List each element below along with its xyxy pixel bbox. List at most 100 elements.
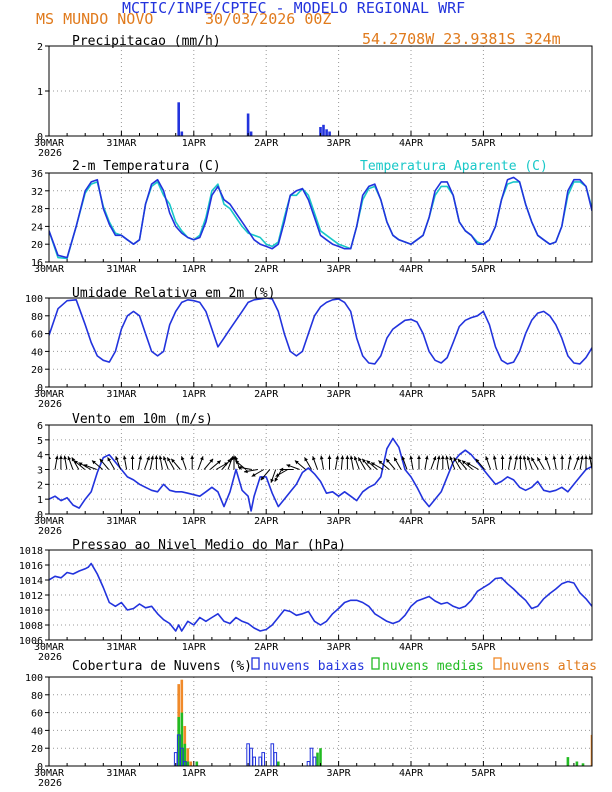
precip-panel: Precipitacao (mm/h) 0 1 2 30MAR 31MAR 1APR 2APR…: [34, 34, 593, 159]
wind-arrow: [440, 455, 445, 470]
pressure-panel: Pressao ao Nivel Medio do Mar (hPa) 1006 1…: [19, 538, 593, 663]
clouds-bar: [183, 761, 187, 766]
y-tick-label: 0: [37, 383, 43, 394]
x-tick-label: 3APR: [327, 138, 352, 149]
precip-panel-title: Precipitacao (mm/h): [72, 34, 221, 49]
clouds-bar: [270, 743, 275, 766]
rh-frame: [48, 297, 593, 388]
wind-arrow-head: [158, 455, 163, 460]
wind-arrow: [378, 460, 390, 470]
y-tick-label: 20: [31, 240, 43, 251]
wind-arrow-head: [560, 455, 565, 459]
wind-arrow: [221, 458, 232, 470]
y-tick-label: 2: [37, 42, 43, 53]
wind-arrow: [99, 458, 110, 470]
location-label: MS MUNDO NOVO: [36, 10, 153, 28]
x-tick-label: 2APR: [254, 516, 279, 527]
wind-arrow-head: [457, 458, 462, 463]
wind-arrow: [385, 458, 396, 470]
precip-bar: [319, 127, 322, 136]
y-tick-label: 0: [37, 132, 43, 143]
coordinates-label: 54.2708W 23.9381S 324m: [362, 30, 561, 48]
y-tick-label: 3: [37, 466, 43, 477]
wind-arrow-head: [500, 455, 505, 459]
wind-arrow-head: [235, 460, 240, 465]
wind-arrow: [130, 455, 135, 470]
wind-arrow: [409, 455, 414, 470]
wind-arrow: [170, 458, 181, 470]
wind-arrow: [334, 455, 340, 470]
precip-bar: [322, 124, 325, 136]
wind-arrow-head: [171, 458, 175, 463]
wind-arrow-head: [485, 456, 489, 461]
x-tick-label: 2APR: [254, 642, 279, 653]
wind-arrow-head: [518, 455, 523, 459]
x-tick-label: 2APR: [254, 264, 279, 275]
wind-arrow: [449, 456, 456, 470]
wind-arrow-head: [417, 455, 421, 459]
x-year-label: 2026: [38, 399, 62, 410]
clouds-bar: [316, 752, 319, 766]
x-tick-label: 4APR: [399, 264, 424, 275]
x-tick-label: 31MAR: [106, 516, 137, 527]
x-tick-label: 30MAR: [34, 264, 65, 275]
wind-arrow-head: [319, 455, 324, 460]
wind-arrow-head: [371, 462, 375, 466]
wind-arrow: [67, 456, 74, 470]
wind-arrow: [436, 455, 441, 470]
wind-arrow: [424, 455, 429, 470]
wind-arrow: [457, 458, 468, 470]
wind-arrow: [209, 460, 222, 470]
pressure-frame: [48, 549, 593, 641]
wind-arrow: [349, 455, 354, 470]
panels: Precipitacao (mm/h) 0 1 2 30MAR 31MAR 1APR 2APR…: [19, 34, 593, 789]
y-tick-label: 20: [31, 744, 43, 755]
x-tick-label: 4APR: [399, 516, 424, 527]
wind-arrow: [244, 469, 258, 474]
wind-arrow-head: [552, 455, 557, 460]
wind-arrow: [163, 456, 169, 470]
x-tick-label: 5APR: [471, 389, 496, 400]
wind-plot-area: [49, 437, 592, 512]
wind-arrow-head: [531, 457, 535, 462]
clouds-bar: [249, 747, 253, 766]
wind-arrow-head: [327, 455, 332, 459]
temp-series-line: [49, 181, 592, 260]
wind-arrow: [567, 455, 572, 470]
wind-arrow: [149, 455, 155, 470]
wind-arrow: [526, 456, 533, 470]
precip-plot-area: [177, 102, 331, 136]
x-tick-label: 5APR: [471, 138, 496, 149]
y-tick-label: 16: [31, 258, 43, 269]
wind-arrow-head: [349, 455, 354, 460]
wind-arrow-head: [353, 456, 358, 461]
wind-arrow: [154, 455, 159, 470]
wind-arrow: [63, 455, 68, 470]
rh-panel-title: Umidade Relativa em 2m (%): [72, 286, 276, 301]
wind-arrow: [107, 457, 116, 470]
y-tick-label: 80: [31, 312, 43, 323]
x-tick-label: 5APR: [471, 516, 496, 527]
wind-arrow-head: [526, 456, 531, 461]
wind-arrow-head: [575, 456, 580, 461]
y-tick-label: 0: [37, 762, 43, 773]
wind-arrow-head: [200, 456, 204, 461]
y-tick-label: 32: [31, 187, 43, 198]
wind-arrow-head: [568, 455, 572, 460]
clouds-bar: [273, 752, 278, 766]
wind-arrow-head: [163, 456, 167, 461]
wind-arrow: [275, 469, 288, 477]
mid-cloud-legend-swatch: [371, 657, 380, 670]
wind-arrow: [461, 460, 474, 470]
wind-arrow-head: [588, 455, 592, 460]
wind-arrow: [430, 456, 437, 470]
wind-arrow-head: [304, 457, 308, 462]
clouds-bar: [180, 712, 184, 766]
wind-arrow-head: [544, 456, 549, 461]
x-tick-label: 31MAR: [106, 642, 137, 653]
wind-arrow-head: [115, 456, 119, 461]
wind-arrow: [73, 460, 86, 470]
y-tick-label: 28: [31, 205, 43, 216]
clouds-bar: [277, 761, 280, 766]
precip-bar: [180, 131, 184, 136]
